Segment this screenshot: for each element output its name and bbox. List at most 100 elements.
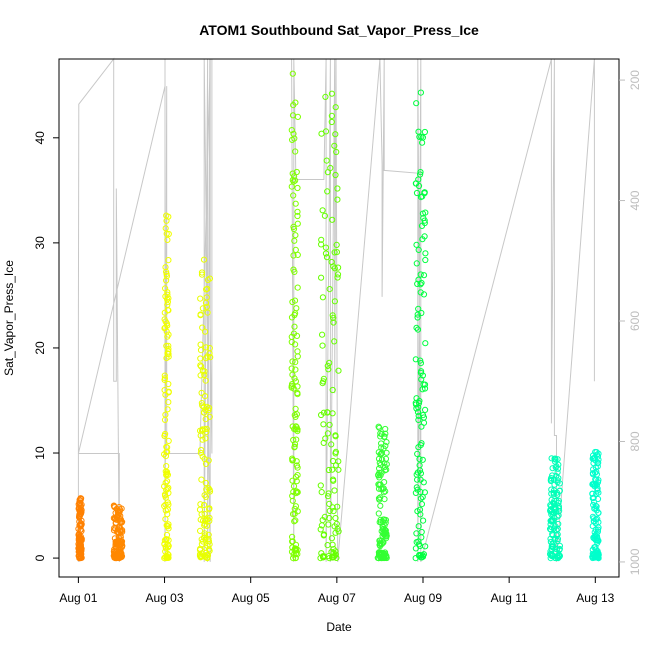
data-point [317,526,324,533]
data-point [413,260,420,267]
pressure-layer [77,57,595,563]
data-point [413,324,420,331]
data-point [333,249,340,256]
data-point [376,424,383,431]
data-point [322,93,329,101]
data-point [375,495,383,502]
data-point [111,535,119,542]
data-point [418,528,425,536]
data-point [164,499,171,506]
data-point [202,493,209,500]
data-point [165,437,172,444]
data-point [383,439,390,446]
data-point [163,230,170,237]
data-point [318,489,325,496]
point-cluster-5 [288,70,301,562]
data-point [417,271,424,278]
data-point [414,314,421,321]
data-point [288,183,295,190]
data-point [78,554,85,561]
point-cluster-7 [374,423,390,562]
data-point [326,286,333,293]
data-point [595,509,602,517]
data-point [201,455,208,463]
data-point [165,399,172,406]
plot-frame [58,58,620,578]
x-tick-label: Aug 13 [576,591,614,605]
data-point [416,133,423,140]
data-point [422,209,429,216]
data-point [418,309,425,317]
data-point [294,551,301,558]
data-point [112,543,119,550]
data-point [325,366,332,373]
data-point [547,538,555,546]
data-point [165,544,172,551]
data-point [291,518,298,525]
data-point [593,481,601,489]
data-point [382,488,389,495]
data-point [319,342,326,349]
data-point [322,250,330,257]
data-point [591,498,598,506]
data-point [414,326,422,333]
data-point [415,246,422,253]
data-point [206,517,213,525]
data-point [198,269,206,276]
data-point [292,177,299,184]
data-point [416,397,423,405]
data-point [163,277,170,284]
data-point [165,348,172,355]
data-point [382,455,390,462]
data-point [289,538,296,545]
data-point [376,551,383,558]
data-point [165,484,172,491]
data-point [420,517,427,524]
x-tick-label: Aug 05 [232,591,270,605]
data-point [319,207,326,214]
data-point [418,279,425,287]
data-point [326,421,333,428]
data-point [412,489,419,496]
data-point [417,357,424,364]
data-point [414,486,421,493]
data-point [293,436,300,443]
data-point [288,382,295,389]
data-point [549,517,556,525]
data-point [161,451,168,458]
data-point [290,483,298,490]
data-point [592,543,599,551]
data-point [164,298,171,306]
data-point [377,554,384,562]
data-point [594,495,602,503]
y2-tick-label: 600 [628,311,642,331]
data-point [381,549,389,556]
data-point [324,362,331,369]
data-point [290,551,297,558]
data-point [421,190,428,197]
data-point [198,363,205,370]
data-point [418,501,425,508]
data-point [552,455,559,462]
data-point [290,192,297,199]
data-point [294,472,301,479]
data-point [292,341,299,348]
data-point [198,400,205,407]
data-point [198,476,205,483]
data-point [552,458,559,465]
data-point [319,553,327,560]
data-point [414,409,422,416]
data-point [202,344,210,351]
data-point [417,470,424,477]
data-point [291,443,298,450]
x-tick-label: Aug 09 [404,591,442,605]
data-point [380,445,387,452]
data-point [592,464,599,471]
data-point [375,481,382,488]
data-point [161,375,168,382]
data-point [326,500,333,507]
data-point [77,553,84,561]
data-point [164,444,171,451]
data-point [113,554,120,561]
